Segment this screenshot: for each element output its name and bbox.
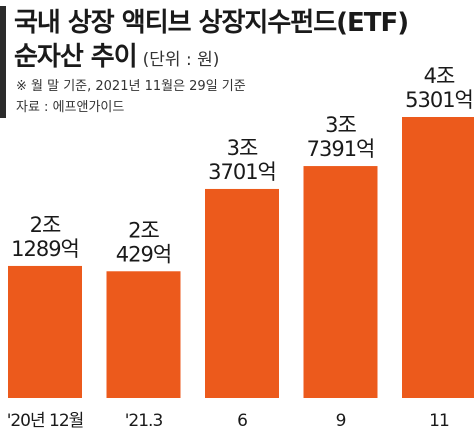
data-label-1-1: 429억 bbox=[116, 242, 171, 266]
data-label-3-1: 7391억 bbox=[307, 137, 375, 161]
source-note: 자료 : 에프앤가이드 bbox=[16, 100, 125, 115]
x-tick-label-0: '20년 12월 bbox=[7, 411, 84, 431]
data-label-4-1: 5301억 bbox=[405, 88, 473, 112]
x-tick-label-1: '21.3 bbox=[125, 411, 163, 431]
data-label-4-0: 4조 bbox=[424, 64, 455, 88]
unit-label: (단위 : 원) bbox=[142, 50, 220, 70]
data-label-2-0: 3조 bbox=[227, 136, 258, 160]
chart-title-line2-text: 순자산 추이 bbox=[14, 42, 138, 72]
x-tick-label-4: 11 bbox=[429, 411, 449, 431]
chart-title-line2: 순자산 추이 (단위 : 원) bbox=[14, 36, 219, 73]
x-tick-label-2: 6 bbox=[237, 411, 247, 431]
bar-3 bbox=[303, 166, 378, 398]
bar-2 bbox=[205, 188, 279, 398]
data-label-2-1: 3701억 bbox=[208, 160, 276, 184]
data-label-0-0: 2조 bbox=[30, 213, 61, 237]
data-label-0-1: 1289억 bbox=[11, 237, 79, 261]
basis-note: ※ 월 말 기준, 2021년 11월은 29일 기준 bbox=[16, 79, 246, 94]
title-accent-bar bbox=[0, 6, 6, 118]
bar-1 bbox=[106, 271, 181, 398]
x-tick-label-3: 9 bbox=[336, 411, 346, 431]
bar-4 bbox=[402, 117, 474, 398]
data-label-1-0: 2조 bbox=[128, 218, 159, 242]
data-label-3-0: 3조 bbox=[325, 113, 356, 137]
bar-0 bbox=[8, 265, 82, 398]
chart-title: 국내 상장 액티브 상장지수펀드(ETF) bbox=[14, 8, 409, 38]
